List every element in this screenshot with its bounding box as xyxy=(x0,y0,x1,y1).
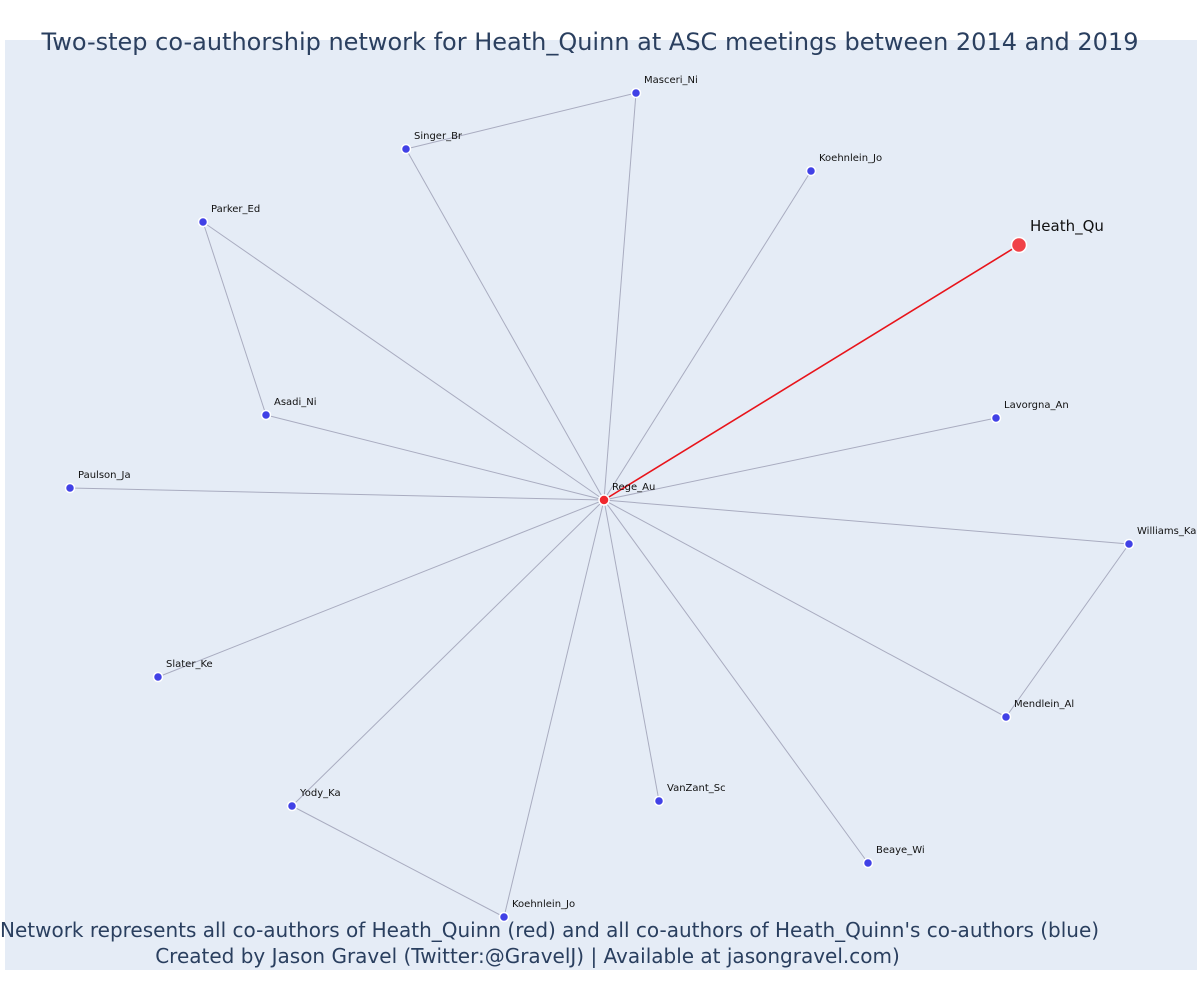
edge-rege_au-parker_ed xyxy=(202,221,605,501)
node-label-singer_br: Singer_Br xyxy=(414,131,463,142)
edge-rege_au-koehnlein_jo_1 xyxy=(603,170,812,501)
edge-singer_br-masceri_ni xyxy=(405,92,637,150)
node-parker_ed[interactable] xyxy=(197,216,209,228)
node-asadi_ni[interactable] xyxy=(260,409,272,421)
node-label-vanzant_sc: VanZant_Sc xyxy=(667,783,726,794)
node-koehnlein_jo_2[interactable] xyxy=(498,911,510,923)
node-label-lavorgna_an: Lavorgna_An xyxy=(1004,400,1069,411)
edge-rege_au-williams_ka xyxy=(603,499,1130,545)
edge-rege_au-asadi_ni xyxy=(265,414,605,501)
node-label-parker_ed: Parker_Ed xyxy=(211,204,260,215)
node-label-masceri_ni: Masceri_Ni xyxy=(644,75,698,86)
edge-layer xyxy=(69,92,1130,918)
node-heath_qu[interactable] xyxy=(1010,236,1028,254)
chart-title: Two-step co-authorship network for Heath… xyxy=(41,28,1139,56)
node-mendlein_al[interactable] xyxy=(1000,711,1012,723)
node-label-williams_ka: Williams_Ka xyxy=(1137,526,1196,537)
label-layer: Heath_Qu Rege_Au Masceri_Ni Singer_Br Koehnl… xyxy=(78,75,1196,910)
edge-rege_au-mendlein_al xyxy=(603,499,1007,718)
edge-rege_au-slater_ke xyxy=(157,499,605,678)
edge-rege_au-beaye_wi xyxy=(603,499,869,864)
edge-yody_ka-koehnlein_jo_2 xyxy=(291,805,505,918)
node-yody_ka[interactable] xyxy=(286,800,298,812)
edge-rege_au-heath_qu xyxy=(603,244,1020,501)
node-label-mendlein_al: Mendlein_Al xyxy=(1014,699,1074,710)
node-paulson_ja[interactable] xyxy=(64,482,76,494)
edge-parker_ed-asadi_ni xyxy=(202,221,267,416)
node-label-asadi_ni: Asadi_Ni xyxy=(274,397,317,408)
node-label-beaye_wi: Beaye_Wi xyxy=(876,845,925,856)
edge-rege_au-lavorgna_an xyxy=(603,417,997,501)
node-label-rege_au: Rege_Au xyxy=(612,482,655,493)
node-layer xyxy=(64,87,1135,923)
edge-rege_au-masceri_ni xyxy=(603,92,637,501)
edge-rege_au-yody_ka xyxy=(291,499,605,807)
edge-rege_au-paulson_ja xyxy=(69,487,605,501)
node-lavorgna_an[interactable] xyxy=(990,412,1002,424)
node-label-paulson_ja: Paulson_Ja xyxy=(78,470,131,481)
node-vanzant_sc[interactable] xyxy=(653,795,665,807)
node-rege_au[interactable] xyxy=(598,494,610,506)
edge-rege_au-koehnlein_jo_2 xyxy=(503,499,605,918)
node-label-koehnlein_jo_2: Koehnlein_Jo xyxy=(512,899,575,910)
node-williams_ka[interactable] xyxy=(1123,538,1135,550)
caption-description: Network represents all co-authors of Hea… xyxy=(0,918,1100,942)
node-masceri_ni[interactable] xyxy=(630,87,642,99)
node-label-koehnlein_jo_1: Koehnlein_Jo xyxy=(819,153,882,164)
node-koehnlein_jo_1[interactable] xyxy=(805,165,817,177)
caption-credit: Created by Jason Gravel (Twitter:@Gravel… xyxy=(155,944,900,968)
node-label-yody_ka: Yody_Ka xyxy=(299,788,341,799)
node-singer_br[interactable] xyxy=(400,143,412,155)
plot-background xyxy=(5,40,1197,970)
edge-rege_au-singer_br xyxy=(405,148,605,501)
edge-rege_au-vanzant_sc xyxy=(603,499,660,802)
node-slater_ke[interactable] xyxy=(152,671,164,683)
node-beaye_wi[interactable] xyxy=(862,857,874,869)
node-label-slater_ke: Slater_Ke xyxy=(166,659,213,670)
node-label-heath_qu: Heath_Qu xyxy=(1030,217,1104,236)
edge-williams_ka-mendlein_al xyxy=(1005,543,1130,718)
